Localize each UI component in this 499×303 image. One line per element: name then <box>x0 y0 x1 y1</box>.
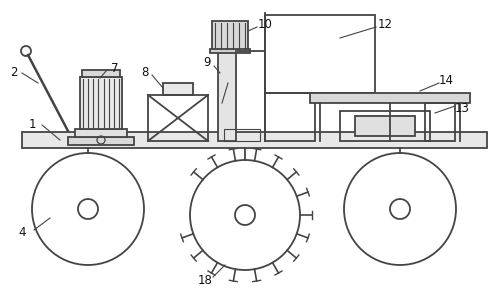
Bar <box>68 137 134 145</box>
Text: 14: 14 <box>439 75 454 88</box>
Text: 2: 2 <box>10 66 18 79</box>
Bar <box>340 111 430 141</box>
Bar <box>22 132 487 148</box>
Text: 9: 9 <box>203 56 211 69</box>
Text: 1: 1 <box>28 118 36 132</box>
Bar <box>218 51 236 141</box>
Text: 7: 7 <box>111 62 119 75</box>
Bar <box>224 129 260 141</box>
Bar <box>355 116 415 136</box>
Text: 10: 10 <box>257 18 272 32</box>
Bar <box>210 49 250 53</box>
Bar <box>163 83 193 95</box>
Text: 18: 18 <box>198 275 213 288</box>
Bar <box>82 70 120 77</box>
Bar <box>80 77 122 129</box>
Text: 4: 4 <box>18 227 26 239</box>
Bar <box>425 103 455 141</box>
Bar <box>265 15 375 93</box>
Bar <box>75 129 127 137</box>
Text: 12: 12 <box>378 18 393 32</box>
Text: 8: 8 <box>141 66 149 79</box>
Bar <box>310 93 470 103</box>
Bar <box>212 21 248 51</box>
Bar <box>148 95 208 141</box>
Text: 13: 13 <box>455 102 470 115</box>
Bar <box>265 93 315 141</box>
